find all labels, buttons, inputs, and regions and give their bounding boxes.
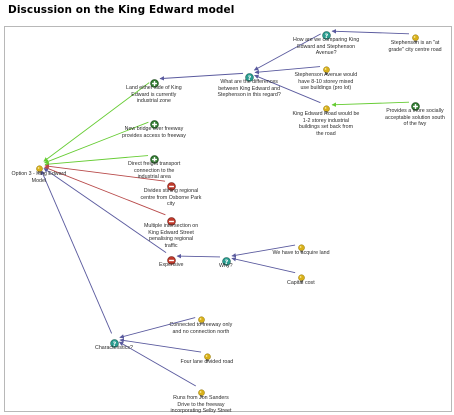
- lightbulb-icon[interactable]: [322, 101, 331, 113]
- minus-icon[interactable]: [166, 213, 176, 226]
- link-n12-to-n11: [119, 317, 196, 339]
- svg-text:?: ?: [224, 258, 228, 265]
- node-label-n3[interactable]: New bridge over freeway provides access …: [122, 126, 186, 139]
- question-mark-icon[interactable]: ?: [321, 27, 331, 39]
- plus-icon[interactable]: [410, 98, 420, 111]
- node-label-n19[interactable]: King Edward Road would be 1-2 storey ind…: [292, 111, 360, 137]
- argument-map-canvas[interactable]: Option 3 - King Edward Model Land either …: [4, 26, 452, 415]
- node-label-n5[interactable]: Divides stirling regional centre from Os…: [140, 188, 202, 208]
- link-n20-to-n19: [331, 101, 410, 107]
- node-label-n11[interactable]: Characteristics?: [95, 345, 133, 351]
- node-label-n2[interactable]: Land either side of King Edward is curre…: [126, 85, 182, 105]
- lightbulb-icon[interactable]: [197, 312, 206, 324]
- node-label-n9[interactable]: We have to acquire land: [272, 250, 330, 256]
- minus-icon[interactable]: [166, 178, 176, 191]
- link-n6-to-n1: [44, 166, 166, 216]
- node-label-n13[interactable]: Four lane divided road: [180, 359, 234, 365]
- link-n10-to-n8: [231, 257, 296, 274]
- node-label-n1[interactable]: Option 3 - King Edward Model: [11, 171, 67, 184]
- question-mark-icon[interactable]: ?: [109, 335, 119, 347]
- node-label-n12[interactable]: Connected to freeway only and no connect…: [169, 322, 233, 335]
- node-label-n8[interactable]: Why?: [219, 263, 233, 269]
- lightbulb-icon[interactable]: [322, 62, 331, 74]
- lightbulb-icon[interactable]: [203, 349, 212, 361]
- node-label-n18[interactable]: Stephenson Avenue would have 8-10 storey…: [294, 72, 358, 92]
- link-layer: [40, 29, 410, 387]
- link-n16-to-n15: [253, 33, 321, 71]
- link-n4-to-n1: [44, 155, 149, 167]
- svg-text:?: ?: [324, 32, 328, 39]
- link-n13-to-n11: [119, 338, 202, 353]
- plus-icon[interactable]: [149, 75, 159, 88]
- node-label-n6[interactable]: Multiple intersection on King Edward Str…: [144, 223, 199, 249]
- link-n11-to-n1: [40, 170, 113, 334]
- link-n18-to-n15: [254, 66, 321, 75]
- question-mark-icon[interactable]: ?: [244, 69, 254, 81]
- node-label-n4[interactable]: Direct freight transport connection to t…: [128, 161, 181, 181]
- node-label-n7[interactable]: Expensive: [159, 262, 184, 268]
- link-n14-to-n11: [118, 341, 197, 387]
- node-label-n14[interactable]: Runs from Jon Sanders Drive to the freew…: [170, 395, 232, 415]
- link-n17-to-n16: [331, 29, 410, 35]
- link-n5-to-n1: [44, 164, 166, 182]
- link-n19-to-n15: [254, 74, 321, 104]
- minus-icon[interactable]: [166, 252, 176, 265]
- node-label-n15[interactable]: What are the differences between King Ed…: [217, 79, 281, 99]
- svg-text:?: ?: [112, 340, 116, 347]
- link-n3-to-n1: [44, 121, 149, 164]
- node-label-n20[interactable]: Provides a more socially acceptable solu…: [385, 108, 445, 128]
- link-n9-to-n8: [231, 244, 296, 258]
- page-title: Discussion on the King Edward model: [8, 4, 235, 16]
- link-n8-to-n7: [176, 253, 221, 259]
- lightbulb-icon[interactable]: [35, 161, 44, 173]
- plus-icon[interactable]: [149, 116, 159, 129]
- node-label-n16[interactable]: How are we comparing King Edward and Ste…: [293, 37, 360, 57]
- lightbulb-icon[interactable]: [297, 240, 306, 252]
- link-n7-to-n1: [43, 168, 167, 253]
- lightbulb-icon[interactable]: [297, 270, 306, 282]
- plus-icon[interactable]: [149, 151, 159, 164]
- link-n2-to-n1: [43, 82, 150, 162]
- question-mark-icon[interactable]: ?: [221, 253, 231, 265]
- svg-text:?: ?: [247, 74, 251, 81]
- node-label-n17[interactable]: Stephenson is an "at grade" city centre …: [388, 40, 442, 53]
- lightbulb-icon[interactable]: [411, 30, 420, 42]
- lightbulb-icon[interactable]: [197, 385, 206, 397]
- link-n15-to-n2: [159, 72, 244, 81]
- node-label-n10[interactable]: Capital cost: [287, 280, 315, 286]
